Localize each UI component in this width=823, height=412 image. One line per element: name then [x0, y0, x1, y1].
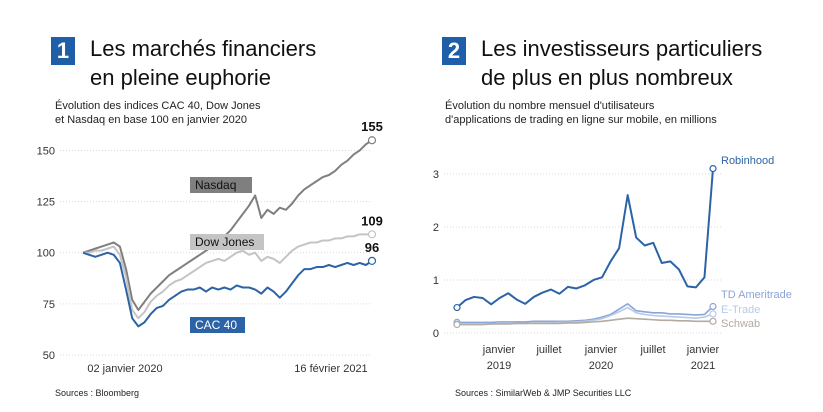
panel-title: Les marchés financiers en pleine euphori…	[90, 34, 316, 92]
series-label-box	[190, 234, 264, 250]
panel-number-badge: 2	[442, 37, 466, 65]
panel-subtitle: Évolution du nombre mensuel d'utilisateu…	[445, 99, 717, 127]
series-label-box	[190, 177, 252, 193]
x-tick-label: janvier	[482, 344, 516, 356]
series-line-schwab	[457, 317, 713, 326]
end-point-marker	[367, 136, 377, 145]
title-line-1: Les marchés financiers	[90, 36, 317, 61]
x-tick-label: juillet	[639, 344, 665, 356]
panel-title: Les investisseurs particuliers de plus e…	[481, 34, 762, 92]
x-tick-year-label: 2021	[691, 360, 715, 372]
y-tick-label: 150	[37, 145, 55, 157]
series-line-dow-jones	[83, 233, 372, 320]
y-tick-label: 75	[43, 299, 55, 311]
end-point-marker	[709, 310, 717, 318]
y-tick-label: 1	[433, 275, 439, 287]
y-tick-label: 0	[433, 328, 439, 340]
series-line-td-ameritrade	[457, 303, 714, 324]
end-point-marker	[709, 165, 717, 173]
trading-apps-line-chart: 0 1 2 3 janvier 2019 juillet janvier 2020 juillet…	[433, 155, 792, 372]
series-label-cac-40: CAC 40	[195, 318, 237, 332]
x-tick-year-label: 2020	[589, 360, 613, 372]
subtitle-line-1: Évolution des indices CAC 40, Dow Jones	[55, 100, 261, 112]
start-point-marker	[453, 320, 461, 329]
x-tick-label: juillet	[535, 344, 561, 356]
series-label-nasdaq: Nasdaq	[195, 178, 236, 192]
end-point-marker	[367, 256, 377, 266]
y-tick-label: 2	[433, 222, 439, 234]
panel-number-badge: 1	[51, 37, 75, 65]
end-value-label: 109	[361, 213, 383, 228]
series-label-robinhood: Robinhood	[721, 155, 774, 167]
y-tick-label: 50	[43, 350, 55, 362]
series-line-nasdaq	[82, 139, 373, 311]
title-line-2: de plus en plus nombreux	[481, 65, 733, 90]
start-point-marker	[453, 303, 461, 312]
subtitle-line-1: Évolution du nombre mensuel d'utilisateu…	[445, 100, 655, 112]
series-label-e-trade: E-Trade	[721, 304, 760, 316]
end-point-marker	[367, 230, 377, 239]
panel-subtitle: Évolution des indices CAC 40, Dow Jones …	[55, 99, 260, 127]
x-tick-label: 02 janvier 2020	[87, 363, 162, 375]
series-label-schwab: Schwab	[721, 318, 760, 330]
subtitle-line-2: et Nasdaq en base 100 en janvier 2020	[55, 114, 248, 126]
y-tick-label: 3	[433, 169, 439, 181]
source-note: Sources : Bloomberg	[55, 388, 140, 398]
end-point-marker	[709, 302, 717, 311]
x-tick-label: janvier	[584, 344, 618, 356]
end-value-label: 96	[365, 240, 379, 255]
markets-line-chart: 50 75 100 125 150 02 janvier 2020 16 février 2…	[37, 119, 383, 375]
y-tick-label: 100	[37, 248, 55, 260]
panel-markets: 1 Les marchés financiers en pleine eupho…	[0, 0, 411, 412]
series-line-robinhood	[456, 168, 714, 309]
subtitle-line-2: d'applications de trading en ligne sur m…	[445, 114, 717, 126]
series-label-box	[190, 317, 245, 333]
panel-investors: 2 Les investisseurs particuliers de plus…	[411, 0, 823, 412]
y-tick-label: 125	[37, 197, 55, 209]
series-label-td-ameritrade: TD Ameritrade	[721, 289, 792, 301]
series-label-dow-jones: Dow Jones	[195, 235, 254, 249]
x-tick-label: janvier	[686, 344, 720, 356]
series-line-cac-40	[82, 251, 373, 328]
x-tick-year-label: 2019	[487, 360, 511, 372]
end-point-marker	[709, 317, 717, 325]
title-line-1: Les investisseurs particuliers	[481, 36, 763, 61]
source-note: Sources : SimilarWeb & JMP Securities LL…	[455, 388, 632, 398]
x-tick-label: 16 février 2021	[294, 363, 367, 375]
end-value-label: 155	[361, 119, 383, 134]
title-line-2: en pleine euphorie	[90, 65, 272, 90]
